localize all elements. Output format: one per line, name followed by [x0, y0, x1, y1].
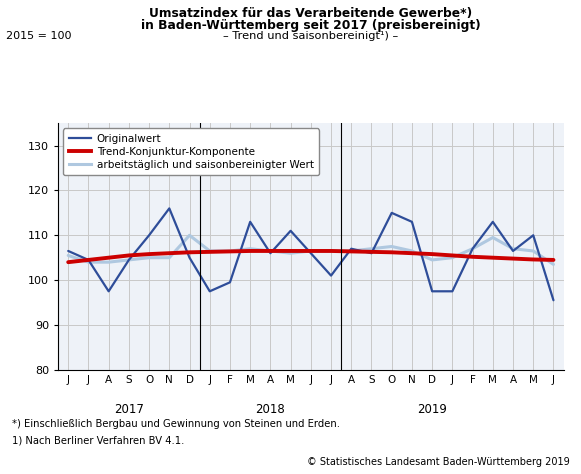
Text: 2019: 2019: [417, 403, 447, 416]
Text: – Trend und saisonbereinigt¹) –: – Trend und saisonbereinigt¹) –: [223, 31, 399, 41]
Text: 2018: 2018: [256, 403, 285, 416]
Text: © Statistisches Landesamt Baden-Württemberg 2019: © Statistisches Landesamt Baden-Württemb…: [307, 457, 569, 467]
Text: 2017: 2017: [114, 403, 144, 416]
Text: 1) Nach Berliner Verfahren BV 4.1.: 1) Nach Berliner Verfahren BV 4.1.: [12, 435, 184, 445]
Legend: Originalwert, Trend-Konjunktur-Komponente, arbeitstäglich und saisonbereinigter : Originalwert, Trend-Konjunktur-Komponent…: [63, 128, 319, 175]
Text: in Baden-Württemberg seit 2017 (preisbereinigt): in Baden-Württemberg seit 2017 (preisber…: [141, 19, 480, 32]
Text: *) Einschließlich Bergbau und Gewinnung von Steinen und Erden.: *) Einschließlich Bergbau und Gewinnung …: [12, 419, 340, 429]
Text: 2015 = 100: 2015 = 100: [6, 31, 71, 41]
Text: Umsatzindex für das Verarbeitende Gewerbe*): Umsatzindex für das Verarbeitende Gewerb…: [149, 7, 472, 20]
